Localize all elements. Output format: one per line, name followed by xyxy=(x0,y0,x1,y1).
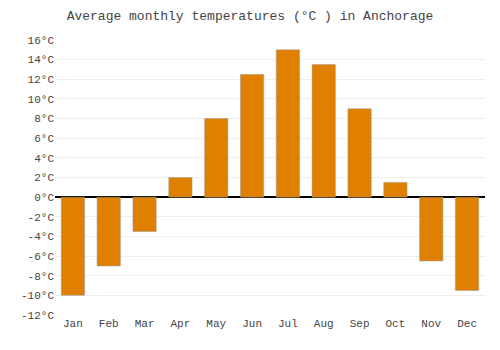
svg-text:Dec: Dec xyxy=(457,318,477,330)
svg-text:-6°C: -6°C xyxy=(28,251,55,263)
svg-text:14°C: 14°C xyxy=(28,54,55,66)
svg-text:Jun: Jun xyxy=(242,318,262,330)
svg-text:Aug: Aug xyxy=(314,318,334,330)
svg-text:Mar: Mar xyxy=(135,318,155,330)
svg-text:2°C: 2°C xyxy=(34,172,54,184)
svg-text:Apr: Apr xyxy=(171,318,191,330)
svg-text:0°C: 0°C xyxy=(34,192,54,204)
svg-text:-4°C: -4°C xyxy=(28,231,55,243)
svg-text:Jul: Jul xyxy=(278,318,298,330)
svg-text:Jan: Jan xyxy=(63,318,83,330)
svg-text:Average monthly temperatures (: Average monthly temperatures (°C ) in An… xyxy=(67,9,434,24)
svg-text:4°C: 4°C xyxy=(34,153,54,165)
svg-text:8°C: 8°C xyxy=(34,113,54,125)
svg-text:Sep: Sep xyxy=(350,318,370,330)
svg-text:Feb: Feb xyxy=(99,318,119,330)
svg-text:-8°C: -8°C xyxy=(28,271,55,283)
svg-text:16°C: 16°C xyxy=(28,35,55,47)
svg-text:6°C: 6°C xyxy=(34,133,54,145)
svg-text:Nov: Nov xyxy=(421,318,441,330)
svg-text:12°C: 12°C xyxy=(28,74,55,86)
svg-text:Oct: Oct xyxy=(386,318,406,330)
svg-text:-10°C: -10°C xyxy=(21,290,54,302)
svg-text:10°C: 10°C xyxy=(28,94,55,106)
svg-text:-2°C: -2°C xyxy=(28,212,55,224)
svg-text:-12°C: -12°C xyxy=(21,310,54,322)
svg-text:May: May xyxy=(206,318,226,330)
